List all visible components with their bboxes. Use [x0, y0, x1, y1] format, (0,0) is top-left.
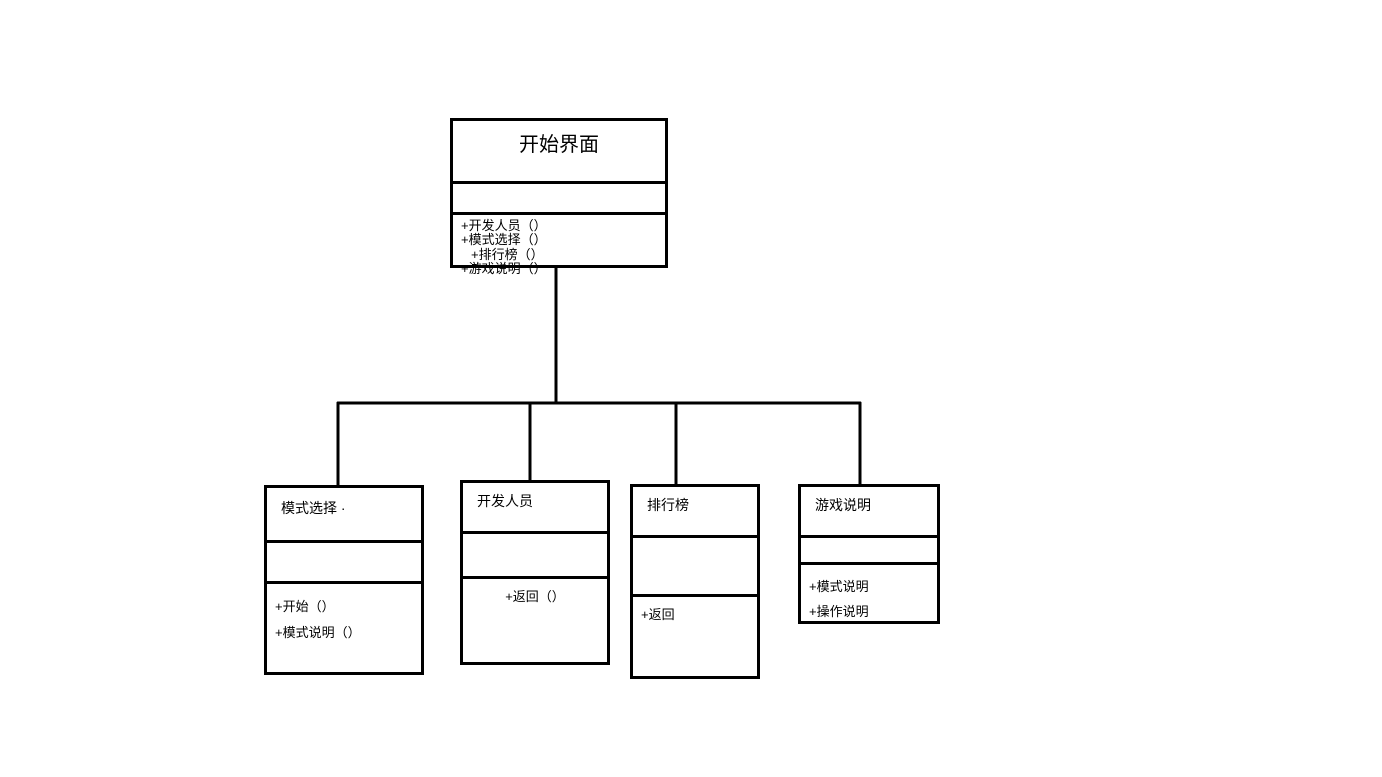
uml-method: +模式说明（） — [275, 620, 413, 646]
uml-method: +模式说明 — [809, 575, 929, 600]
uml-class-attributes — [267, 543, 421, 584]
uml-method: +模式选择（） — [461, 233, 657, 247]
uml-method: +游戏说明（） — [461, 262, 657, 276]
uml-class-title: 开发人员 — [463, 483, 607, 534]
uml-class-root: 开始界面 +开发人员（）+模式选择（）+排行榜（）+游戏说明（） — [450, 118, 668, 268]
uml-method: +开发人员（） — [461, 219, 657, 233]
uml-method: +操作说明 — [809, 600, 929, 625]
uml-method: +开始（） — [275, 594, 413, 620]
uml-class-methods: +返回 — [633, 597, 757, 628]
uml-class-methods: +开始（）+模式说明（） — [267, 584, 421, 650]
uml-class-methods: +返回（） — [463, 579, 607, 610]
uml-class-methods: +开发人员（）+模式选择（）+排行榜（）+游戏说明（） — [453, 215, 665, 280]
uml-class-mode-select: 模式选择 · +开始（）+模式说明（） — [264, 485, 424, 675]
uml-class-attributes — [801, 538, 937, 565]
uml-class-developers: 开发人员 +返回（） — [460, 480, 610, 665]
uml-class-title: 模式选择 · — [267, 488, 421, 543]
uml-class-title: 开始界面 — [453, 121, 665, 184]
diagram-canvas: 开始界面 +开发人员（）+模式选择（）+排行榜（）+游戏说明（） 模式选择 · … — [0, 0, 1382, 777]
uml-class-attributes — [463, 534, 607, 579]
uml-class-title: 游戏说明 — [801, 487, 937, 538]
uml-method: +排行榜（） — [461, 248, 657, 262]
uml-method: +返回 — [641, 607, 749, 624]
uml-class-methods: +模式说明+操作说明 — [801, 565, 937, 628]
uml-class-instructions: 游戏说明 +模式说明+操作说明 — [798, 484, 940, 624]
uml-class-attributes — [453, 184, 665, 215]
uml-class-leaderboard: 排行榜 +返回 — [630, 484, 760, 679]
uml-class-title: 排行榜 — [633, 487, 757, 538]
uml-class-attributes — [633, 538, 757, 597]
uml-method: +返回（） — [471, 589, 599, 606]
